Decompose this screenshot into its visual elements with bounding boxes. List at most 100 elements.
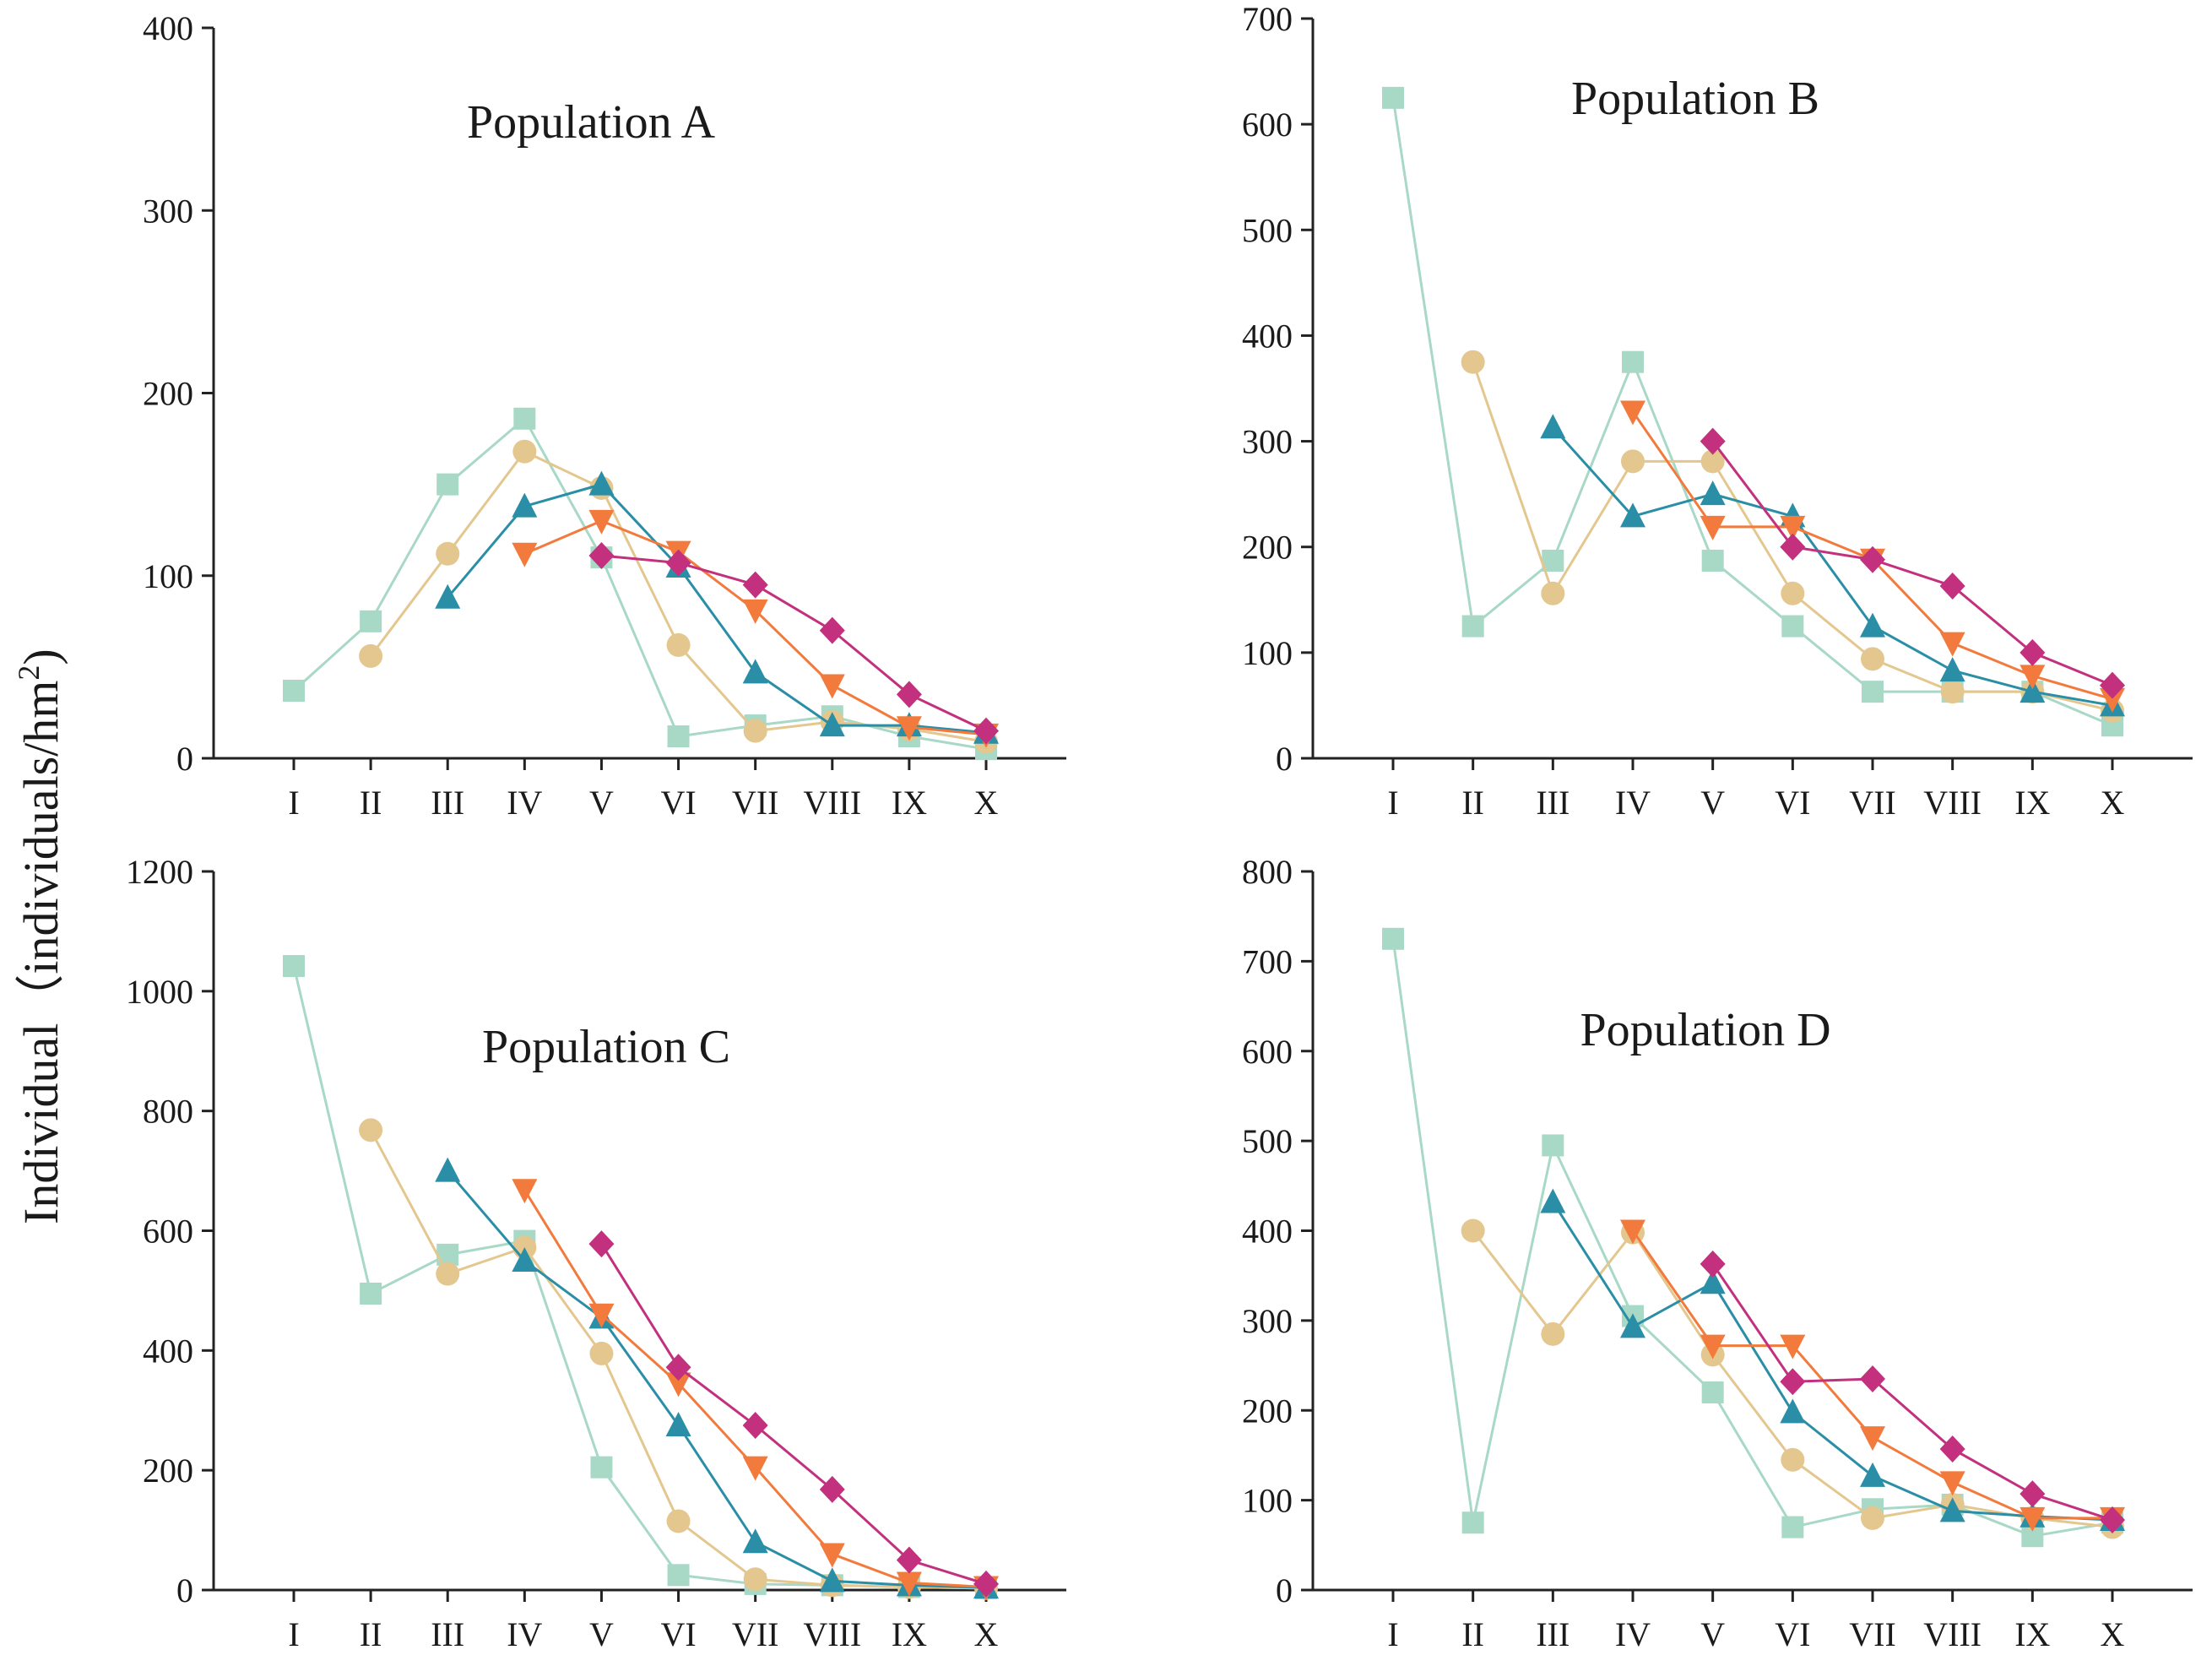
data-point-triangle-up (1700, 480, 1726, 506)
data-point-triangle-down (1939, 1471, 1965, 1496)
data-point-diamond (896, 1546, 922, 1574)
x-tick-label: IV (1615, 784, 1651, 822)
x-tick-label: VII (1849, 1615, 1896, 1653)
data-point-square (513, 407, 536, 430)
data-point-square (1622, 350, 1644, 373)
data-point-diamond (1939, 1435, 1965, 1463)
data-point-circle (359, 1118, 383, 1142)
x-tick-label: IX (2014, 1615, 2050, 1653)
x-tick-label: I (288, 784, 299, 822)
series-3 (435, 1157, 999, 1599)
data-point-diamond (1700, 427, 1726, 455)
y-tick-label: 200 (1242, 1392, 1293, 1430)
y-tick-label: 800 (1242, 853, 1293, 891)
data-point-triangle-down (588, 509, 615, 535)
series-5 (588, 1230, 999, 1598)
data-point-triangle-up (1780, 1398, 1806, 1424)
y-axis-label-superscript: 2 (12, 665, 46, 681)
y-tick-label: 700 (1242, 0, 1293, 38)
x-tick-label: II (1461, 784, 1484, 822)
x-tick-label: IX (2014, 784, 2050, 822)
data-point-triangle-up (588, 470, 615, 496)
data-point-triangle-up (1540, 414, 1566, 439)
data-point-triangle-down (896, 716, 922, 741)
data-point-square (1542, 549, 1564, 572)
x-tick-label: VIII (1923, 1615, 1982, 1653)
x-tick-label: VII (732, 1615, 779, 1653)
x-tick-label: III (431, 1615, 464, 1653)
series-line (1711, 440, 2113, 687)
data-point-circle (589, 1341, 614, 1365)
series-line (600, 1243, 987, 1586)
y-tick-label: 300 (143, 192, 193, 230)
data-point-diamond (1780, 533, 1806, 561)
data-point-diamond (973, 717, 999, 745)
data-point-circle (1861, 1506, 1884, 1530)
y-tick-label: 1200 (126, 853, 193, 891)
data-point-triangle-down (1780, 1334, 1806, 1360)
data-point-triangle-up (742, 1528, 768, 1554)
data-point-triangle-up (435, 1157, 461, 1182)
data-point-circle (1781, 581, 1805, 605)
x-tick-label: IV (507, 784, 542, 822)
series-line (1552, 1201, 2113, 1522)
y-axis-label: Individual（individuals/hm2) (12, 649, 68, 1224)
y-tick-label: 200 (143, 1452, 193, 1490)
data-point-diamond (2100, 671, 2125, 699)
series-3 (435, 470, 999, 744)
x-tick-label: V (589, 1615, 614, 1653)
data-point-square (1862, 681, 1884, 703)
data-point-triangle-down (2020, 665, 2046, 690)
data-point-triangle-down (1620, 400, 1645, 426)
x-tick-label: I (1387, 784, 1398, 822)
y-tick-label: 500 (1242, 1122, 1293, 1160)
data-point-triangle-down (1700, 515, 1726, 540)
y-axis-label-main: Individual（individuals/hm (14, 681, 68, 1224)
x-tick-label: VI (1775, 1615, 1810, 1653)
data-point-square (360, 610, 382, 632)
data-point-diamond (665, 1354, 691, 1381)
x-tick-label: X (974, 1615, 999, 1653)
x-tick-label: V (1700, 1615, 1725, 1653)
data-point-triangle-down (819, 1543, 845, 1568)
data-point-circle (1700, 449, 1725, 474)
data-point-triangle-down (512, 542, 538, 567)
data-point-circle (1461, 1218, 1485, 1243)
y-tick-label: 100 (1242, 1482, 1293, 1520)
y-tick-label: 300 (1242, 423, 1293, 461)
y-tick-label: 800 (143, 1093, 193, 1131)
series-5 (1700, 1250, 2125, 1534)
series-5 (588, 541, 999, 745)
y-tick-label: 100 (143, 557, 193, 595)
data-point-circle (512, 439, 537, 464)
data-point-triangle-down (1860, 1426, 1885, 1452)
data-point-triangle-down (1620, 1219, 1645, 1245)
y-tick-label: 600 (143, 1213, 193, 1251)
series-line (601, 554, 987, 732)
series-line (1552, 426, 2113, 707)
y-tick-label: 500 (1242, 211, 1293, 249)
data-point-diamond (588, 1230, 615, 1258)
data-point-circle (1861, 647, 1884, 671)
series-3 (1540, 414, 2125, 717)
x-tick-label: VIII (803, 1615, 861, 1653)
data-point-triangle-up (1620, 502, 1645, 528)
data-point-circle (666, 632, 691, 657)
data-point-square (1542, 1134, 1564, 1157)
data-point-triangle-down (1700, 1334, 1726, 1360)
data-point-triangle-up (512, 492, 538, 518)
data-point-triangle-up (1620, 1313, 1645, 1338)
data-point-triangle-up (819, 1567, 845, 1593)
x-tick-label: X (2101, 784, 2125, 822)
y-tick-label: 600 (1242, 106, 1293, 144)
data-point-diamond (1939, 573, 1965, 600)
y-tick-label: 100 (1242, 634, 1293, 672)
data-point-diamond (1700, 1250, 1726, 1278)
data-point-triangle-up (742, 659, 768, 684)
data-point-triangle-down (512, 1179, 538, 1204)
x-tick-label: X (2101, 1615, 2125, 1653)
x-tick-label: VIII (803, 784, 861, 822)
y-tick-label: 200 (1242, 529, 1293, 567)
